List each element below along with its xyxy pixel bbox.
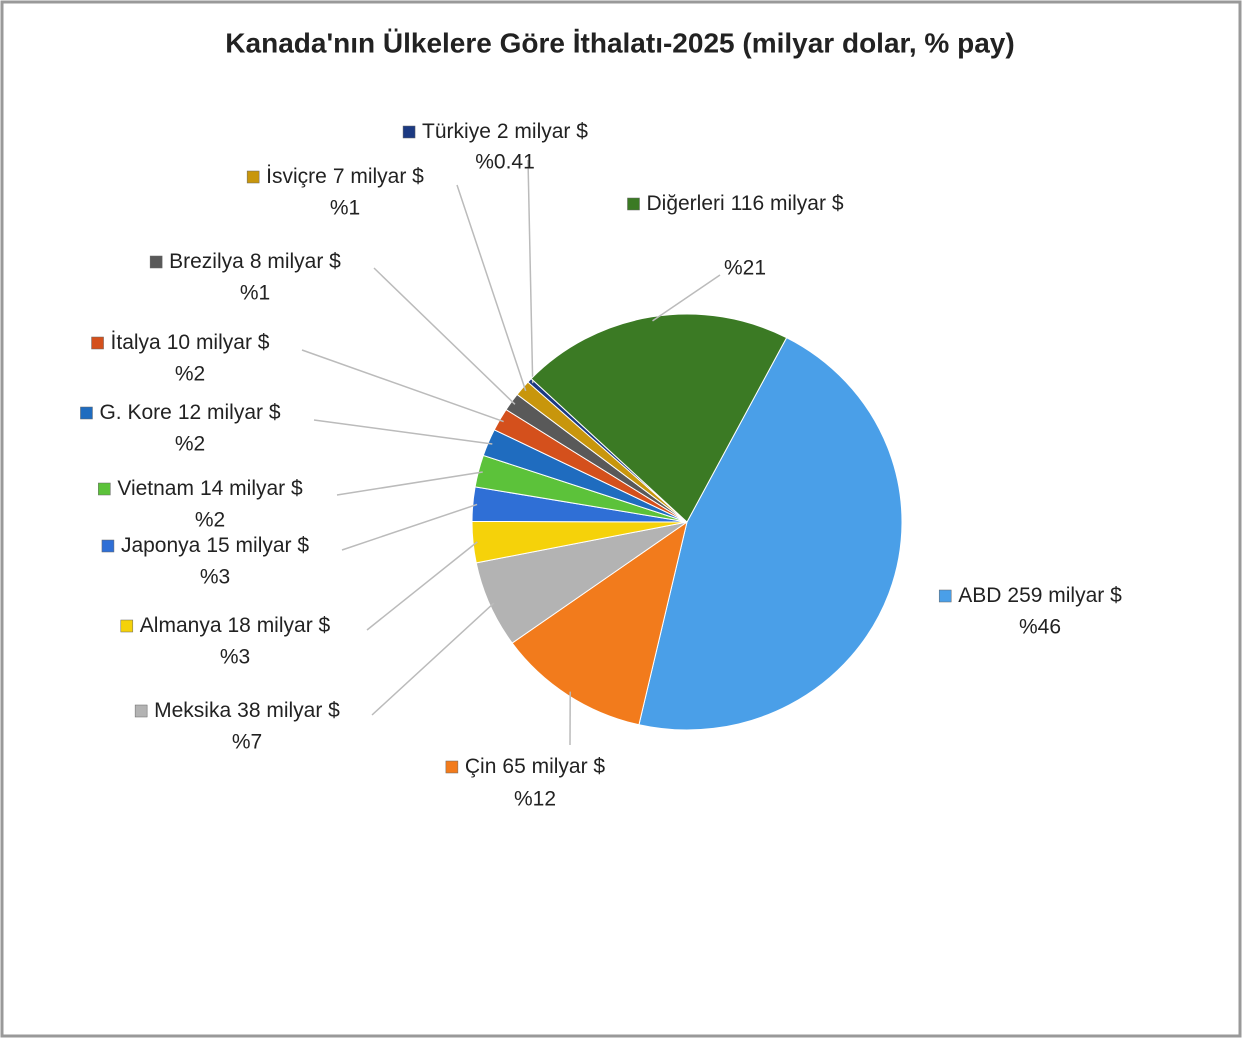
leader-line — [456, 184, 527, 392]
legend-key — [80, 406, 93, 420]
percent-label: %21 — [724, 257, 766, 280]
label-value: 116 milyar $ — [731, 192, 844, 215]
leader-line — [366, 541, 478, 631]
legend-key — [101, 539, 115, 553]
percent-label: %12 — [514, 788, 556, 811]
percent-label: %0.41 — [475, 151, 535, 174]
pie-slice — [638, 337, 903, 731]
chart-title: Kanada'nın Ülkelere Göre İthalatı-2025 (… — [225, 27, 1014, 58]
percent-label: %1 — [330, 197, 360, 220]
label-name: Brezilya — [169, 250, 244, 273]
data-label: Brezilya 8 milyar $ — [169, 250, 341, 273]
leader-line — [527, 159, 534, 384]
data-label: İtalya 10 milyar $ — [111, 331, 270, 354]
pie-slice — [511, 520, 688, 726]
label-name: Meksika — [154, 699, 231, 722]
leader-line — [373, 267, 516, 405]
label-name: Çin — [465, 755, 497, 778]
pie-slice — [530, 313, 788, 523]
leader-line — [371, 602, 495, 716]
legend-key — [627, 197, 640, 211]
label-value: 14 milyar $ — [200, 477, 303, 500]
percent-label: %2 — [175, 363, 205, 386]
label-value: 15 milyar $ — [206, 534, 309, 557]
percent-label: %1 — [240, 282, 270, 305]
data-label: Türkiye 2 milyar $ — [422, 120, 588, 143]
leader-line — [301, 349, 504, 423]
label-name: Vietnam — [117, 477, 194, 500]
data-label: İsviçre 7 milyar $ — [266, 165, 424, 188]
legend-key — [938, 589, 952, 603]
data-label: Çin 65 milyar $ — [465, 755, 606, 778]
label-value: 259 milyar $ — [1007, 584, 1122, 607]
label-name: ABD — [958, 584, 1001, 607]
label-value: 65 milyar $ — [502, 755, 605, 778]
legend-key — [246, 170, 260, 184]
label-value: 38 milyar $ — [237, 699, 340, 722]
legend-key — [120, 619, 134, 633]
data-label: Almanya 18 milyar $ — [140, 614, 331, 637]
data-label: Diğerleri 116 milyar $ — [646, 192, 843, 215]
legend-key — [445, 760, 459, 774]
label-value: 10 milyar $ — [167, 331, 270, 354]
label-name: Japonya — [121, 534, 201, 557]
label-name: İsviçre — [266, 165, 327, 188]
label-value: 18 milyar $ — [228, 614, 331, 637]
label-value: 8 milyar $ — [250, 250, 341, 273]
label-name: Almanya — [140, 614, 222, 637]
data-label: Japonya 15 milyar $ — [121, 534, 309, 557]
data-label: Meksika 38 milyar $ — [154, 699, 340, 722]
label-value: 2 milyar $ — [497, 120, 588, 143]
leader-line — [652, 274, 721, 322]
label-name: Türkiye — [422, 120, 491, 143]
leader-line — [313, 419, 493, 445]
legend-key — [91, 336, 104, 350]
label-value: 7 milyar $ — [333, 165, 424, 188]
data-label: ABD 259 milyar $ — [958, 584, 1122, 607]
data-label: Vietnam 14 milyar $ — [117, 477, 303, 500]
legend-key — [149, 255, 163, 269]
percent-label: %3 — [220, 646, 250, 669]
percent-label: %7 — [232, 731, 262, 754]
data-label: G. Kore 12 milyar $ — [99, 401, 280, 424]
legend-key — [134, 704, 148, 718]
label-name: G. Kore — [99, 401, 171, 424]
percent-label: %3 — [200, 566, 230, 589]
label-name: Diğerleri — [646, 192, 724, 215]
percent-label: %46 — [1019, 616, 1061, 639]
percent-label: %2 — [195, 509, 225, 532]
legend-key — [98, 482, 111, 496]
leader-line — [336, 471, 483, 496]
leader-line — [341, 503, 478, 551]
legend-key — [402, 125, 416, 139]
label-name: İtalya — [111, 331, 162, 354]
percent-label: %2 — [175, 433, 205, 456]
label-value: 12 milyar $ — [178, 401, 281, 424]
